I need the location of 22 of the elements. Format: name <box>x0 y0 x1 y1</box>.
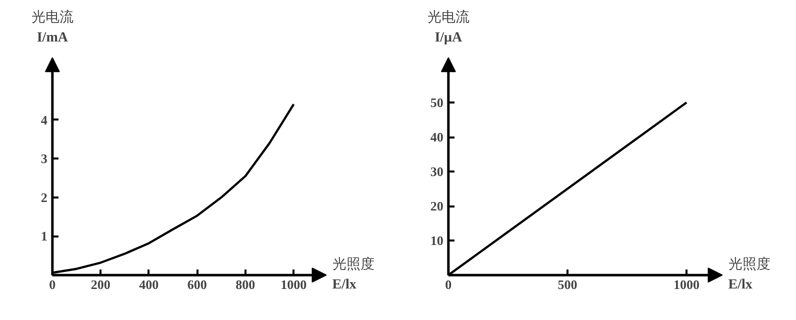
x-tick-label: 1000 <box>674 277 700 292</box>
y-tick-label: 1 <box>40 228 48 244</box>
y-tick-label: 30 <box>430 164 444 180</box>
x-tick-label: 1000 <box>280 277 307 292</box>
x-tick-label: 600 <box>187 277 207 292</box>
x-tick-label: 400 <box>139 277 159 292</box>
x-tick-label: 0 <box>445 277 452 292</box>
x-tick-label: 0 <box>49 277 56 292</box>
x-tick-label: 800 <box>236 277 256 292</box>
y-tick-label: 2 <box>40 190 48 205</box>
y-tick-label: 3 <box>40 151 48 166</box>
x-axis-title: 光照度 E/lx <box>332 256 374 293</box>
x-tick-label: 200 <box>90 277 110 292</box>
y-tick-label: 20 <box>430 198 444 214</box>
x-axis-title: 光照度 E/lx <box>728 256 770 293</box>
y-tick-label: 50 <box>430 95 444 110</box>
y-tick-label: 4 <box>40 112 48 128</box>
y-axis-title: 光电流 I/μA <box>427 10 470 46</box>
y-tick-label: 40 <box>430 130 444 145</box>
y-tick-label: 10 <box>430 233 444 248</box>
y-axis-title: 光电流 I/mA <box>31 10 74 46</box>
x-tick-label: 500 <box>558 277 578 292</box>
